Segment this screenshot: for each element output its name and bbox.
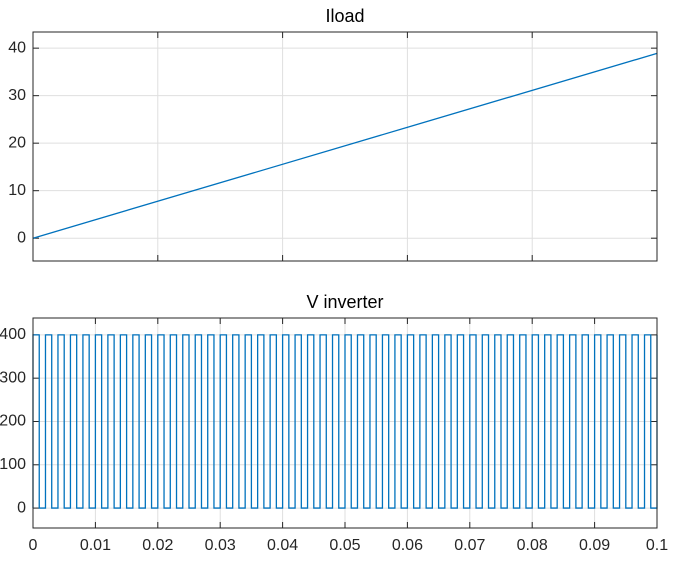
- y-tick-label: 0: [17, 229, 26, 246]
- x-tick-label: 0.08: [517, 537, 548, 554]
- x-tick-label: 0.1: [646, 537, 668, 554]
- x-tick-label: 0.06: [392, 537, 423, 554]
- data-line: [32, 52, 658, 239]
- x-tick-label: 0: [29, 537, 38, 554]
- plot-area: [33, 32, 657, 261]
- x-tick-label: 0.02: [142, 537, 173, 554]
- x-tick-label: 0.03: [205, 537, 236, 554]
- y-tick-label: 200: [0, 413, 26, 430]
- x-tick-label: 0.05: [329, 537, 360, 554]
- x-tick-label: 0.09: [579, 537, 610, 554]
- x-tick-label: 0.07: [454, 537, 485, 554]
- chart-title: Iload: [325, 6, 364, 26]
- axes-box: [32, 31, 658, 262]
- y-tick-label: 300: [0, 369, 26, 386]
- x-tick-label: 0.04: [267, 537, 298, 554]
- chart-title: V inverter: [306, 292, 383, 312]
- y-tick-label: 40: [8, 39, 26, 56]
- axes-box: [32, 317, 658, 529]
- y-tick-label: 10: [8, 182, 26, 199]
- x-tick-label: 0.01: [80, 537, 111, 554]
- y-tick-label: 100: [0, 456, 26, 473]
- y-tick-label: 400: [0, 326, 26, 343]
- y-tick-label: 20: [8, 134, 26, 151]
- y-tick-label: 0: [17, 499, 26, 516]
- data-line: [32, 334, 658, 509]
- y-tick-label: 30: [8, 87, 26, 104]
